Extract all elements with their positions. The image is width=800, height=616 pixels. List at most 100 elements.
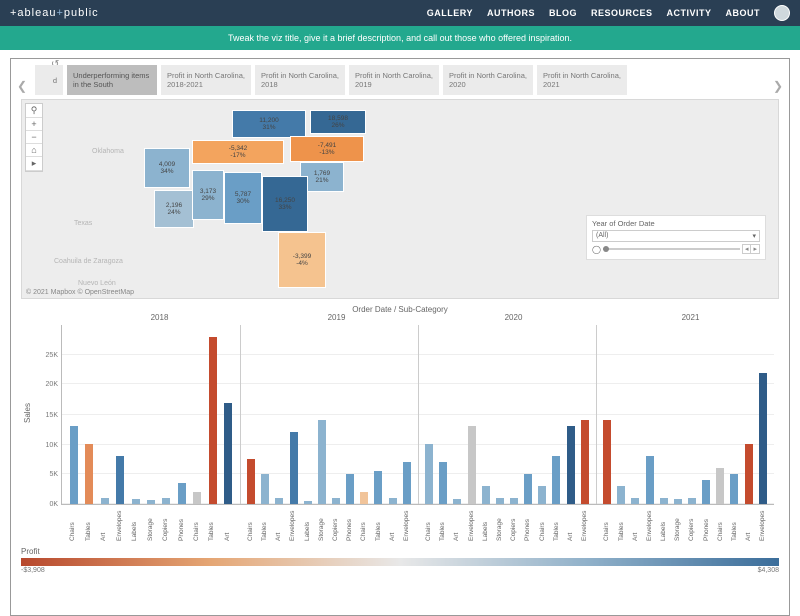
map-home-icon[interactable]: ⌂ — [26, 144, 42, 157]
filter-dropdown[interactable]: (All)▾ — [592, 230, 760, 242]
slider-thumb-icon[interactable]: ◯ — [592, 245, 601, 254]
bar[interactable] — [318, 420, 326, 504]
bar[interactable] — [290, 432, 298, 504]
bar[interactable] — [581, 420, 589, 504]
bar[interactable] — [374, 471, 382, 504]
map-zoom-in-icon[interactable]: + — [26, 118, 42, 131]
story-tab-3[interactable]: Profit in North Carolina, 2018 — [255, 65, 345, 95]
bar[interactable] — [674, 499, 682, 504]
bar[interactable] — [468, 426, 476, 504]
bar[interactable] — [660, 498, 668, 504]
bar[interactable] — [567, 426, 575, 504]
avatar[interactable] — [774, 5, 790, 21]
logo-text-b: public — [64, 7, 99, 19]
map-search-icon[interactable]: ⚲ — [26, 104, 42, 118]
map[interactable]: ⚲ + − ⌂ ▸ OklahomaTexasCoahuila de Zarag… — [21, 99, 779, 299]
story-tab-active[interactable]: Underperforming items in the South — [67, 65, 157, 95]
nav-resources[interactable]: RESOURCES — [591, 8, 653, 18]
bar[interactable] — [132, 499, 140, 504]
story-prev-arrow[interactable]: ❮ — [17, 79, 27, 93]
bar[interactable] — [496, 498, 504, 504]
bar[interactable] — [603, 420, 611, 504]
state-GA[interactable] — [262, 176, 308, 232]
bar[interactable] — [70, 426, 78, 504]
map-bg-label: Texas — [74, 220, 92, 227]
state-KY[interactable] — [232, 110, 306, 138]
bar[interactable] — [275, 498, 283, 504]
state-AR[interactable] — [144, 148, 190, 188]
bar[interactable] — [360, 492, 368, 504]
map-zoom-out-icon[interactable]: − — [26, 131, 42, 144]
bar[interactable] — [193, 492, 201, 504]
story-next-arrow[interactable]: ❯ — [773, 79, 783, 93]
story-tab-partial[interactable]: d — [35, 65, 63, 95]
story-tab-2[interactable]: Profit in North Carolina, 2018-2021 — [161, 65, 251, 95]
bar[interactable] — [425, 444, 433, 504]
y-tick: 25K — [34, 352, 58, 359]
bar[interactable] — [261, 474, 269, 504]
slider-next[interactable]: ▸ — [751, 245, 759, 253]
x-label: Chairs — [69, 505, 76, 541]
bar[interactable] — [403, 462, 411, 504]
bar[interactable] — [631, 498, 639, 504]
bar[interactable] — [439, 462, 447, 504]
filter-slider[interactable]: ◯ ◂▸ — [592, 244, 760, 254]
bar[interactable] — [646, 456, 654, 504]
bar[interactable] — [178, 483, 186, 504]
bar[interactable] — [745, 444, 753, 504]
map-play-icon[interactable]: ▸ — [26, 157, 42, 171]
x-label: Envelopes — [289, 505, 296, 541]
nav-authors[interactable]: AUTHORS — [487, 8, 535, 18]
bar[interactable] — [389, 498, 397, 504]
bar[interactable] — [162, 498, 170, 504]
story-tab-5[interactable]: Profit in North Carolina, 2020 — [443, 65, 533, 95]
story-tabs: ❮ d Underperforming items in the South P… — [11, 59, 789, 99]
x-label: Tables — [553, 505, 560, 541]
bar[interactable] — [304, 501, 312, 504]
bar[interactable] — [482, 486, 490, 504]
state-AL[interactable] — [224, 172, 262, 224]
filter-value: (All) — [596, 232, 608, 240]
bar[interactable] — [524, 474, 532, 504]
state-LA[interactable] — [154, 190, 194, 228]
y-tick: 10K — [34, 442, 58, 449]
bar[interactable] — [702, 480, 710, 504]
state-FL[interactable] — [278, 232, 326, 288]
bar[interactable] — [730, 474, 738, 504]
bar[interactable] — [224, 403, 232, 504]
bar[interactable] — [453, 499, 461, 504]
state-NC[interactable] — [290, 136, 364, 162]
story-tab-4[interactable]: Profit in North Carolina, 2019 — [349, 65, 439, 95]
bar[interactable] — [116, 456, 124, 504]
bar[interactable] — [101, 498, 109, 504]
nav-blog[interactable]: BLOG — [549, 8, 577, 18]
bar[interactable] — [247, 459, 255, 504]
bar[interactable] — [346, 474, 354, 504]
state-MS[interactable] — [192, 170, 224, 220]
bar[interactable] — [538, 486, 546, 504]
bar[interactable] — [147, 500, 155, 504]
bar[interactable] — [716, 468, 724, 504]
bar[interactable] — [552, 456, 560, 504]
slider-track[interactable] — [603, 248, 740, 250]
nav-gallery[interactable]: GALLERY — [427, 8, 473, 18]
bar[interactable] — [85, 444, 93, 504]
story-tab-6[interactable]: Profit in North Carolina, 2021 — [537, 65, 627, 95]
state-VA[interactable] — [310, 110, 366, 134]
banner-text: Tweak the viz title, give it a brief des… — [228, 33, 572, 43]
bar[interactable] — [617, 486, 625, 504]
nav-about[interactable]: ABOUT — [726, 8, 761, 18]
bar[interactable] — [510, 498, 518, 504]
bar[interactable] — [332, 498, 340, 504]
bar[interactable] — [759, 373, 767, 504]
chart-plot[interactable]: 0K5K10K15K20K25K — [61, 325, 774, 505]
bar[interactable] — [209, 337, 217, 504]
nav-activity[interactable]: ACTIVITY — [666, 8, 711, 18]
state-TN[interactable] — [192, 140, 284, 164]
slider-prev[interactable]: ◂ — [743, 245, 752, 253]
logo[interactable]: +ableau+public — [10, 7, 99, 19]
story-tab-4-label: Profit in North Carolina, 2019 — [355, 71, 433, 89]
info-banner: Tweak the viz title, give it a brief des… — [0, 26, 800, 50]
slider-thumb[interactable] — [603, 246, 609, 252]
bar[interactable] — [688, 498, 696, 504]
